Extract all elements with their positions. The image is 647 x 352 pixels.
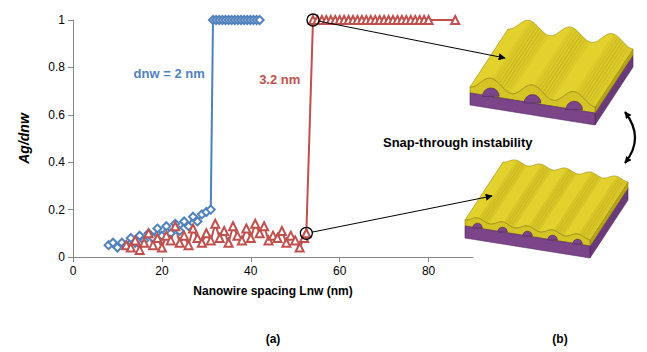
- svg-text:0.8: 0.8: [48, 60, 65, 74]
- svg-text:Nanowire spacing Lnw (nm): Nanowire spacing Lnw (nm): [193, 284, 352, 298]
- svg-text:0: 0: [70, 264, 77, 278]
- svg-text:1: 1: [58, 13, 65, 27]
- svg-text:0: 0: [58, 250, 65, 264]
- svg-text:0.6: 0.6: [48, 108, 65, 122]
- svg-text:0.2: 0.2: [48, 203, 65, 217]
- svg-text:dnw = 2 nm: dnw = 2 nm: [134, 66, 205, 81]
- svg-text:3.2 nm: 3.2 nm: [259, 72, 300, 87]
- svg-text:(a): (a): [266, 332, 281, 346]
- svg-text:Snap-through instability: Snap-through instability: [383, 135, 533, 150]
- svg-text:40: 40: [244, 264, 258, 278]
- svg-text:0.4: 0.4: [48, 155, 65, 169]
- svg-text:60: 60: [333, 264, 347, 278]
- svg-text:20: 20: [155, 264, 169, 278]
- svg-text:80: 80: [422, 264, 436, 278]
- svg-text:Ag/dnw: Ag/dnw: [16, 112, 32, 165]
- svg-text:(b): (b): [552, 332, 567, 346]
